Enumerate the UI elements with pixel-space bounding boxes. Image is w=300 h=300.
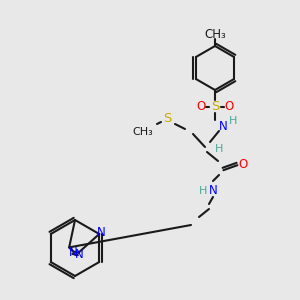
Text: N: N [97,226,106,239]
Text: CH₃: CH₃ [204,28,226,40]
Text: H: H [199,186,207,196]
Text: CH₃: CH₃ [133,127,153,137]
Text: S: S [211,100,219,113]
Text: N: N [208,184,217,197]
Text: S: S [163,112,171,125]
Text: H: H [229,116,237,126]
Text: N: N [69,246,77,259]
Text: H: H [215,144,223,154]
Text: N: N [75,248,84,261]
Text: O: O [238,158,247,170]
Text: N: N [219,121,227,134]
Text: O: O [224,100,234,113]
Text: O: O [196,100,206,113]
